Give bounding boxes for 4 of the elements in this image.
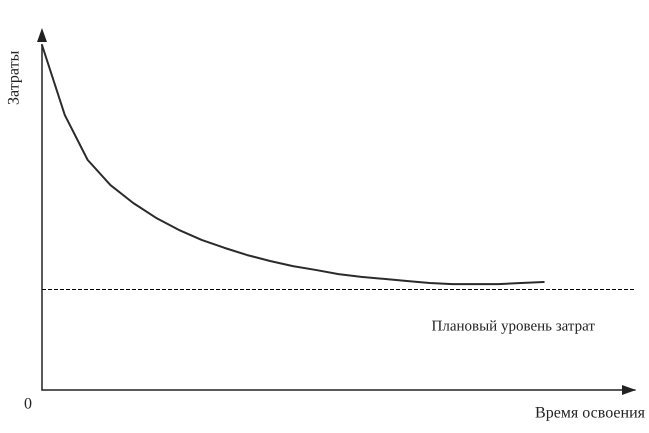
y-axis-title: Затраты (6, 50, 22, 105)
text: 0 (24, 396, 32, 412)
ref-line-label: Плановый уровень затрат (432, 318, 596, 334)
x-axis-title: Время освоения (535, 404, 646, 422)
